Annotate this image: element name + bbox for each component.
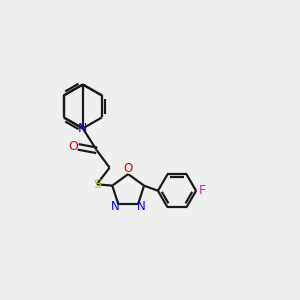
Text: O: O bbox=[68, 140, 78, 153]
Text: F: F bbox=[198, 184, 206, 197]
Text: S: S bbox=[93, 178, 101, 191]
Text: N: N bbox=[78, 122, 88, 135]
Text: O: O bbox=[124, 162, 133, 175]
Text: N: N bbox=[110, 200, 119, 213]
Text: N: N bbox=[137, 200, 146, 213]
